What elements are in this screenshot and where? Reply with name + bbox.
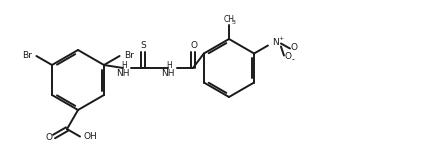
Text: -: - — [292, 55, 294, 64]
Text: +: + — [278, 36, 284, 41]
Text: O: O — [191, 42, 198, 51]
Text: O: O — [46, 133, 53, 142]
Text: O: O — [290, 43, 297, 52]
Text: NH: NH — [161, 69, 175, 78]
Text: O: O — [285, 52, 291, 61]
Text: N: N — [273, 38, 279, 47]
Text: Br: Br — [23, 51, 32, 60]
Text: 3: 3 — [232, 19, 236, 24]
Text: S: S — [140, 42, 146, 51]
Text: H: H — [166, 61, 172, 70]
Text: NH: NH — [116, 69, 130, 78]
Text: H: H — [121, 61, 127, 70]
Text: OH: OH — [83, 132, 97, 141]
Text: CH: CH — [224, 15, 234, 24]
Text: Br: Br — [124, 51, 133, 60]
